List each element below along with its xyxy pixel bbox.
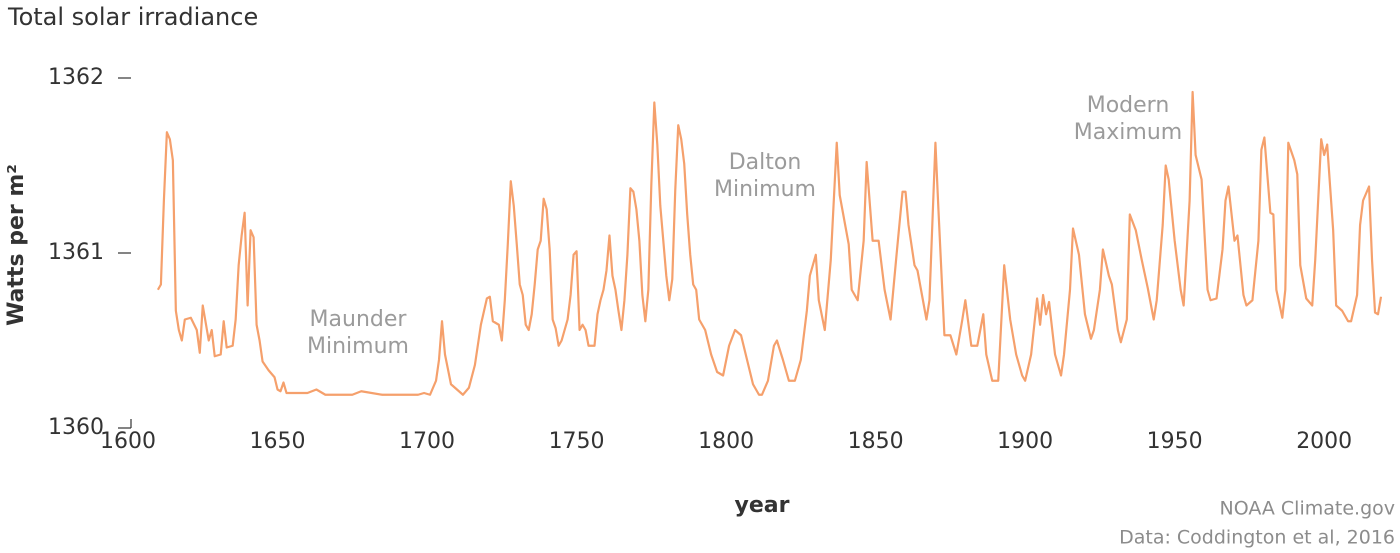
data-line (156, 90, 1383, 396)
y-tick-label: 1362 (48, 65, 104, 90)
x-tick-label: 1950 (1147, 429, 1203, 454)
annotation: Maximum (1074, 120, 1182, 145)
x-tick-label: 1750 (549, 429, 605, 454)
x-tick-label: 1600 (100, 429, 156, 454)
annotation: Maunder (310, 307, 408, 332)
x-tick-label: 2000 (1296, 429, 1352, 454)
x-tick-label: 1650 (250, 429, 306, 454)
annotation: Dalton (729, 150, 802, 175)
annotation: Minimum (307, 334, 409, 359)
x-tick-label: 1850 (848, 429, 904, 454)
y-tick-label: 1361 (48, 240, 104, 265)
annotation: Minimum (714, 177, 816, 202)
x-tick-label: 1900 (997, 429, 1053, 454)
x-tick-label: 1800 (698, 429, 754, 454)
x-axis-label: year (735, 493, 790, 518)
x-tick-label: 1700 (399, 429, 455, 454)
y-axis-label: Watts per m² (4, 164, 29, 326)
credit: Data: Coddington et al, 2016 (1119, 527, 1395, 549)
chart-title: Total solar irradiance (7, 3, 258, 31)
annotation: Modern (1087, 93, 1170, 118)
y-tick-label: 1360 (48, 415, 104, 440)
credit: NOAA Climate.gov (1220, 498, 1395, 520)
